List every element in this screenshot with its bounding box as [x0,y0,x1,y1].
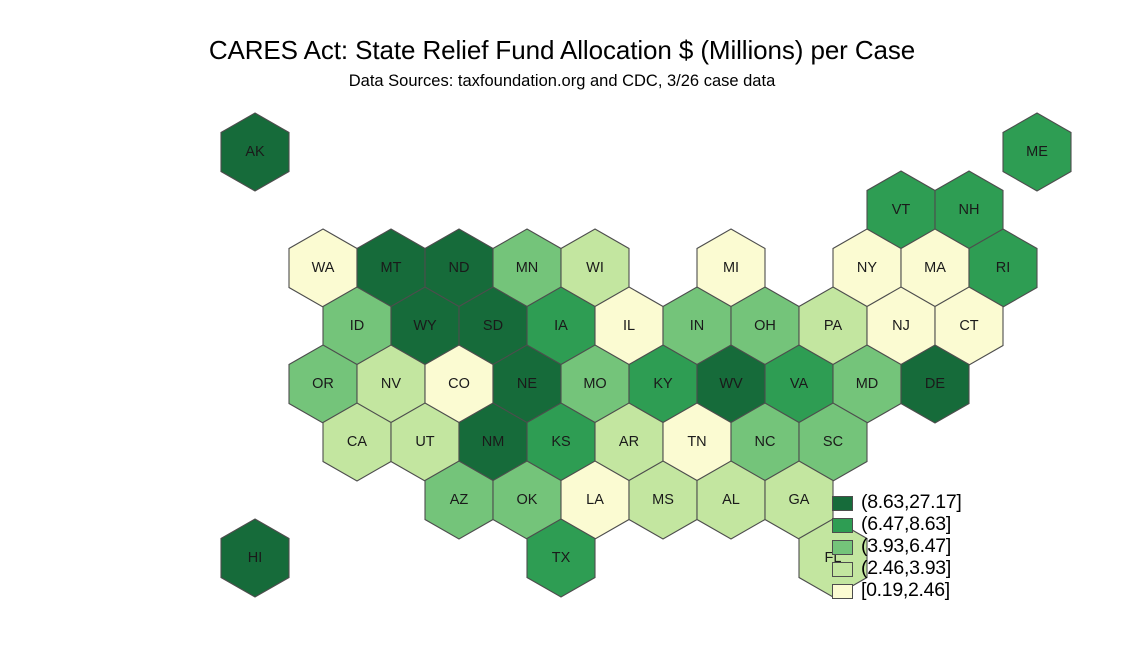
hex-state-hi[interactable]: HI [220,518,290,598]
legend-label: (8.63,27.17] [861,491,962,514]
legend-label: (2.46,3.93] [861,557,951,580]
legend-swatch [832,539,853,555]
page-subtitle: Data Sources: taxfoundation.org and CDC,… [348,72,776,91]
hex-state-me[interactable]: ME [1002,112,1072,192]
legend: (8.63,27.17] (6.47,8.63] (3.93,6.47] (2.46,… [832,491,962,602]
hex-shape-hi[interactable] [220,518,290,598]
legend-row[interactable]: (2.46,3.93] [832,558,961,580]
hex-shape-de[interactable] [900,344,970,424]
legend-row[interactable]: (6.47,8.63] [832,514,961,536]
legend-row[interactable]: (3.93,6.47] [832,536,961,558]
legend-row[interactable]: (8.63,27.17] [832,491,962,514]
legend-swatch [832,517,853,533]
legend-label: (3.93,6.47] [861,535,951,558]
title-block: CARES Act: State Relief Fund Allocation … [0,35,1124,91]
hex-shape-me[interactable] [1002,112,1072,192]
page-title: CARES Act: State Relief Fund Allocation … [208,35,916,65]
hex-shape-tx[interactable] [526,518,596,598]
legend-swatch [832,495,853,511]
legend-swatch [832,583,853,599]
hex-shape-ak[interactable] [220,112,290,192]
hex-state-ak[interactable]: AK [220,112,290,192]
legend-label: [0.19,2.46] [861,579,950,602]
legend-label: (6.47,8.63] [861,513,951,536]
legend-swatch [832,561,853,577]
legend-row[interactable]: [0.19,2.46] [832,580,961,602]
